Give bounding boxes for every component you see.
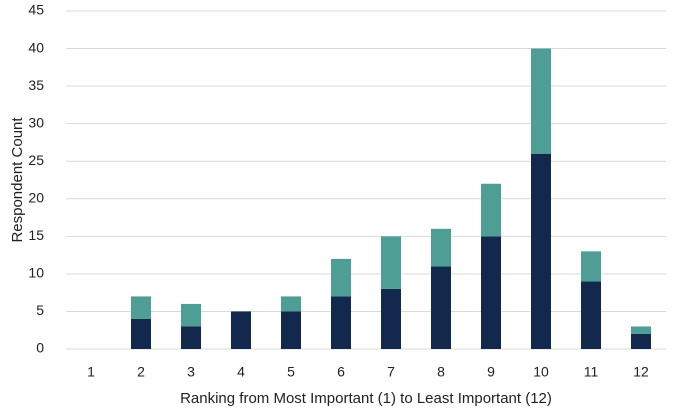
x-tick-label: 5 xyxy=(287,364,295,380)
x-tick-label: 6 xyxy=(337,364,345,380)
bar-segment xyxy=(381,236,401,289)
bar-segment xyxy=(531,48,551,154)
bar-segment xyxy=(581,281,601,349)
bar-segment xyxy=(331,296,351,349)
x-tick-label: 3 xyxy=(187,364,195,380)
bar-segment xyxy=(481,183,501,237)
bar-segment xyxy=(481,236,501,349)
y-tick-label: 0 xyxy=(36,340,44,356)
y-tick-label: 45 xyxy=(28,2,44,18)
x-axis-title: Ranking from Most Important (1) to Least… xyxy=(180,390,552,407)
x-tick-label: 4 xyxy=(237,364,245,380)
bar-segment xyxy=(281,296,301,312)
bar-segment xyxy=(381,288,401,349)
bar-segment xyxy=(231,311,251,349)
bar-segment xyxy=(631,333,651,349)
y-tick-label: 10 xyxy=(28,265,44,281)
y-tick-label: 20 xyxy=(28,189,44,205)
bar-segment xyxy=(631,326,651,334)
x-tick-label: 12 xyxy=(633,364,649,380)
x-tick-label: 9 xyxy=(487,364,495,380)
y-tick-label: 15 xyxy=(28,227,44,243)
x-tick-label: 2 xyxy=(137,364,145,380)
bar-segment xyxy=(281,311,301,349)
y-tick-label: 25 xyxy=(28,152,44,168)
bar-segment xyxy=(331,258,351,297)
x-tick-label: 1 xyxy=(87,364,95,380)
x-tick-label: 7 xyxy=(387,364,395,380)
bar-segment xyxy=(131,318,151,349)
y-tick-label: 30 xyxy=(28,114,44,130)
y-tick-label: 40 xyxy=(28,39,44,55)
bar-segment xyxy=(181,303,201,327)
bar-segment xyxy=(431,266,451,349)
bar-segment xyxy=(181,326,201,349)
y-tick-label: 35 xyxy=(28,77,44,93)
x-tick-label: 11 xyxy=(584,364,599,380)
bar-segment xyxy=(581,251,601,282)
x-tick-label: 10 xyxy=(533,364,549,380)
y-axis-title: Respondent Count xyxy=(9,117,26,243)
bar-segment xyxy=(531,153,551,349)
bar-segment xyxy=(131,296,151,319)
bar-segment xyxy=(431,228,451,267)
x-tick-label: 8 xyxy=(437,364,445,380)
y-tick-label: 5 xyxy=(36,302,44,318)
